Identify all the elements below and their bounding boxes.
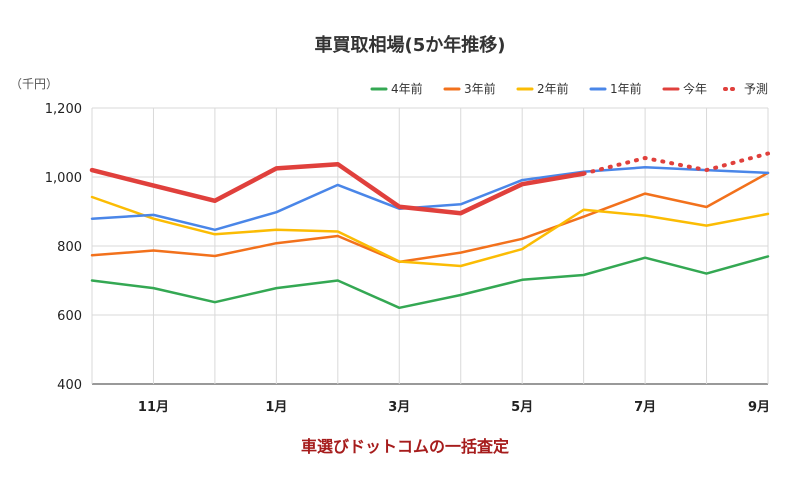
y-tick-label: 1,200 — [45, 102, 82, 117]
y-tick-label: 400 — [57, 378, 82, 393]
series-line — [90, 166, 770, 232]
legend-label: 今年 — [683, 81, 707, 96]
series-line — [90, 171, 770, 264]
x-tick-label: 7月 — [634, 400, 656, 415]
x-tick-label: 5月 — [511, 400, 533, 415]
y-tick-label: 600 — [57, 309, 82, 324]
y-axis-ticks: 400 600 800 1,000 1,200 — [45, 102, 82, 393]
x-tick-label: 3月 — [388, 400, 410, 415]
x-tick-label: 1月 — [265, 400, 287, 415]
x-axis-ticks: 11月 1月 3月 5月 7月 9月 — [138, 400, 770, 415]
legend: 予測 今年 1年前 2年前 3年前 4年前 — [370, 81, 768, 96]
legend-label: 1年前 — [610, 81, 642, 96]
chart-title: 車買取相場(5か年推移) — [315, 34, 506, 56]
y-unit-label: （千円） — [10, 77, 58, 91]
series-layer — [89, 151, 770, 310]
legend-label: 2年前 — [537, 81, 569, 96]
y-tick-label: 800 — [57, 240, 82, 255]
x-tick-label: 11月 — [138, 400, 169, 415]
series-line — [90, 195, 770, 268]
y-tick-label: 1,000 — [45, 171, 82, 186]
legend-label: 3年前 — [464, 81, 496, 96]
series-line — [89, 161, 586, 216]
grid — [91, 107, 769, 385]
legend-label: 4年前 — [391, 81, 423, 96]
series-line — [90, 255, 770, 310]
x-tick-label: 9月 — [748, 400, 770, 415]
legend-label: 予測 — [744, 82, 768, 96]
footer-caption: 車選びドットコムの一括査定 — [301, 437, 509, 456]
